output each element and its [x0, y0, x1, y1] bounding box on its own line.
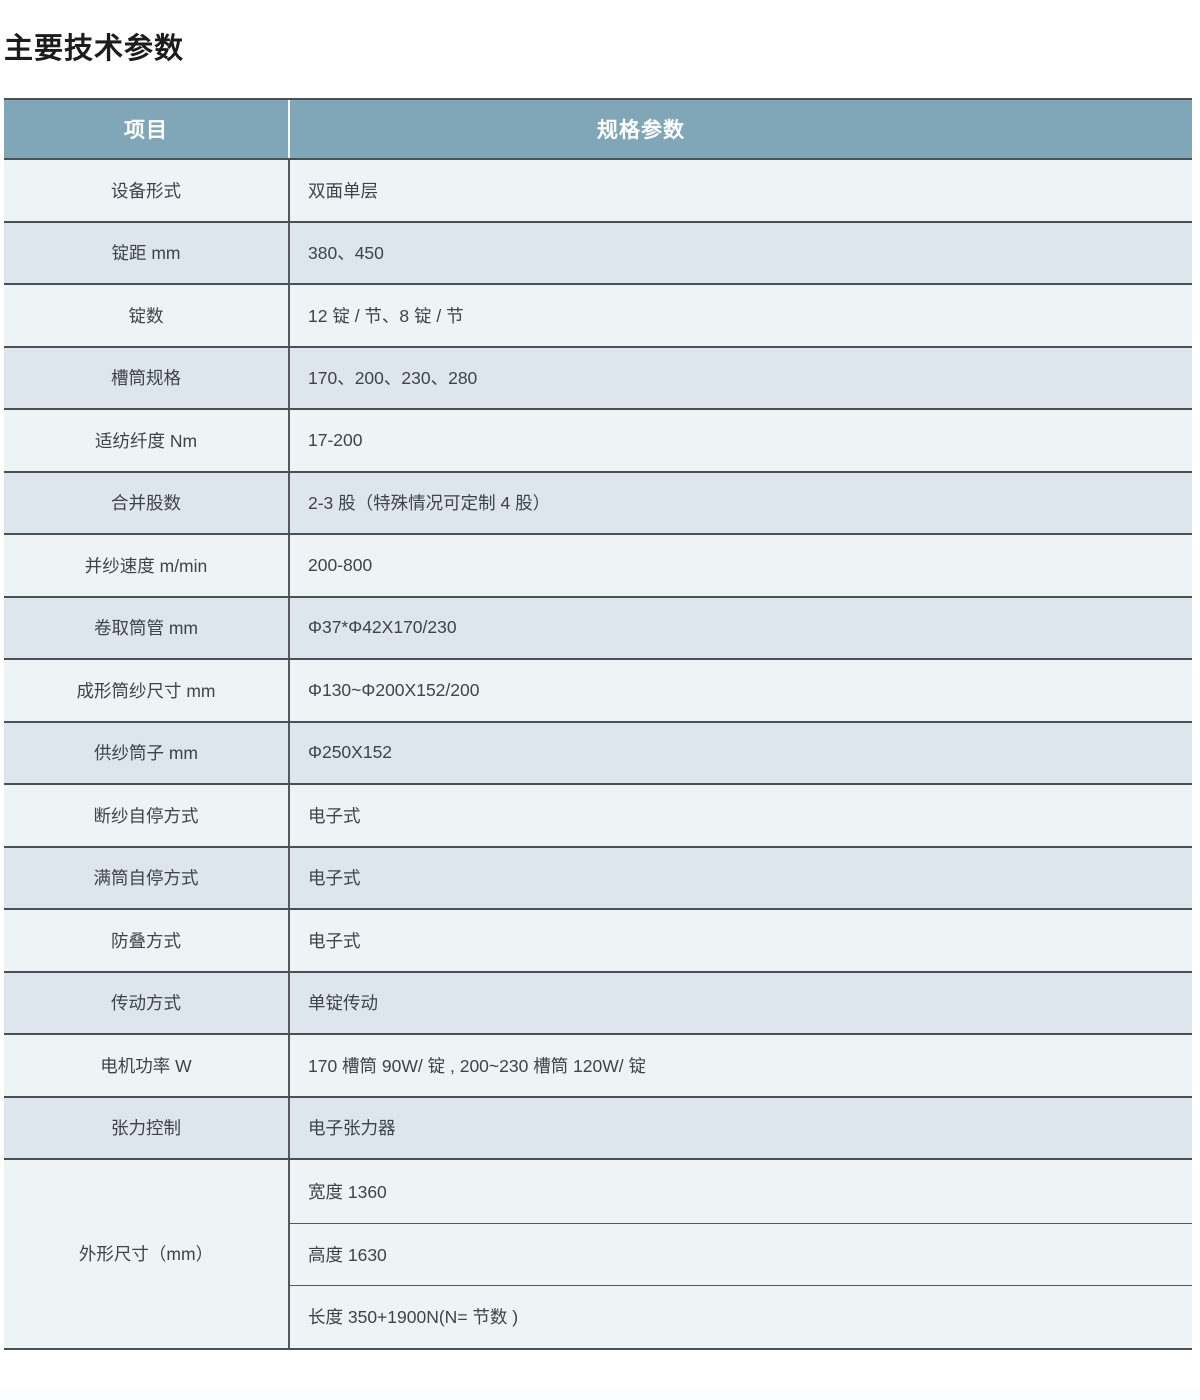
- row-value: 电子张力器: [308, 1118, 396, 1139]
- table-row: 并纱速度 m/min 200-800: [4, 535, 1192, 598]
- row-label: 外形尺寸（mm）: [4, 1160, 290, 1348]
- table-header-row: 项目 规格参数: [4, 100, 1192, 160]
- table-body: 设备形式 双面单层 锭距 mm 380、450 锭数 12 锭 / 节、8 锭 …: [4, 160, 1192, 1160]
- row-label: 张力控制: [4, 1097, 290, 1158]
- row-value: Φ37*Φ42X170/230: [308, 617, 457, 638]
- row-value: 双面单层: [308, 180, 378, 201]
- row-label: 合并股数: [4, 472, 290, 533]
- row-value: 170 槽筒 90W/ 锭 , 200~230 槽筒 120W/ 锭: [308, 1055, 646, 1076]
- row-value: 380、450: [308, 243, 384, 264]
- row-value: 200-800: [308, 554, 373, 575]
- header-cell-spec: 规格参数: [597, 119, 685, 142]
- table-row: 满筒自停方式 电子式: [4, 847, 1192, 910]
- row-value: 单锭传动: [308, 993, 378, 1014]
- dimension-height: 高度 1630: [290, 1222, 1192, 1286]
- table-row: 锭数 12 锭 / 节、8 锭 / 节: [4, 285, 1192, 348]
- row-value: 170、200、230、280: [308, 368, 478, 389]
- table-row: 卷取筒管 mm Φ37*Φ42X170/230: [4, 597, 1192, 660]
- table-row: 防叠方式 电子式: [4, 910, 1192, 973]
- row-value: 17-200: [308, 429, 363, 450]
- dimension-width: 宽度 1360: [308, 1181, 387, 1202]
- row-value: Φ250X152: [308, 742, 393, 763]
- table-row: 传动方式 单锭传动: [4, 972, 1192, 1035]
- row-label: 锭距 mm: [4, 222, 290, 283]
- table-row: 合并股数 2-3 股（特殊情况可定制 4 股）: [4, 472, 1192, 535]
- table-row: 适纺纤度 Nm 17-200: [4, 410, 1192, 473]
- table-row: 断纱自停方式 电子式: [4, 785, 1192, 848]
- header-cell-item: 项目: [4, 100, 290, 158]
- row-label: 设备形式: [4, 160, 290, 221]
- page-title: 主要技术参数: [4, 33, 185, 65]
- row-value: 12 锭 / 节、8 锭 / 节: [308, 305, 464, 326]
- row-label: 满筒自停方式: [4, 847, 290, 908]
- table-row: 槽筒规格 170、200、230、280: [4, 347, 1192, 410]
- table-row: 设备形式 双面单层: [4, 160, 1192, 223]
- row-value: 2-3 股（特殊情况可定制 4 股）: [308, 493, 551, 514]
- row-value: 电子式: [308, 868, 361, 889]
- table-row: 张力控制 电子张力器: [4, 1097, 1192, 1160]
- row-label: 锭数: [4, 285, 290, 346]
- dimension-values: 宽度 1360 高度 1630 长度 350+1900N(N= 节数 ): [290, 1160, 1192, 1348]
- row-value: Φ130~Φ200X152/200: [308, 679, 480, 700]
- spec-sheet-page: 主要技术参数 项目 规格参数 设备形式 双面单层 锭距 mm 380、450 锭…: [0, 30, 1200, 1400]
- table-row: 锭距 mm 380、450: [4, 222, 1192, 285]
- table-row-dimensions: 外形尺寸（mm） 宽度 1360 高度 1630 长度 350+1900N(N=…: [4, 1160, 1192, 1350]
- row-label: 成形筒纱尺寸 mm: [4, 660, 290, 721]
- row-label: 槽筒规格: [4, 347, 290, 408]
- row-label: 并纱速度 m/min: [4, 535, 290, 596]
- row-label: 防叠方式: [4, 910, 290, 971]
- row-label: 卷取筒管 mm: [4, 597, 290, 658]
- row-label: 断纱自停方式: [4, 785, 290, 846]
- row-label: 传动方式: [4, 972, 290, 1033]
- row-label: 供纱筒子 mm: [4, 722, 290, 783]
- row-label: 电机功率 W: [4, 1035, 290, 1096]
- table-row: 成形筒纱尺寸 mm Φ130~Φ200X152/200: [4, 660, 1192, 723]
- dimension-length: 长度 350+1900N(N= 节数 ): [290, 1285, 1192, 1348]
- row-label: 适纺纤度 Nm: [4, 410, 290, 471]
- spec-table: 项目 规格参数 设备形式 双面单层 锭距 mm 380、450 锭数 12 锭 …: [4, 98, 1192, 1350]
- row-value: 电子式: [308, 930, 361, 951]
- table-row: 供纱筒子 mm Φ250X152: [4, 722, 1192, 785]
- next-section-strip: [0, 1390, 1200, 1400]
- table-row: 电机功率 W 170 槽筒 90W/ 锭 , 200~230 槽筒 120W/ …: [4, 1035, 1192, 1098]
- row-value: 电子式: [308, 805, 361, 826]
